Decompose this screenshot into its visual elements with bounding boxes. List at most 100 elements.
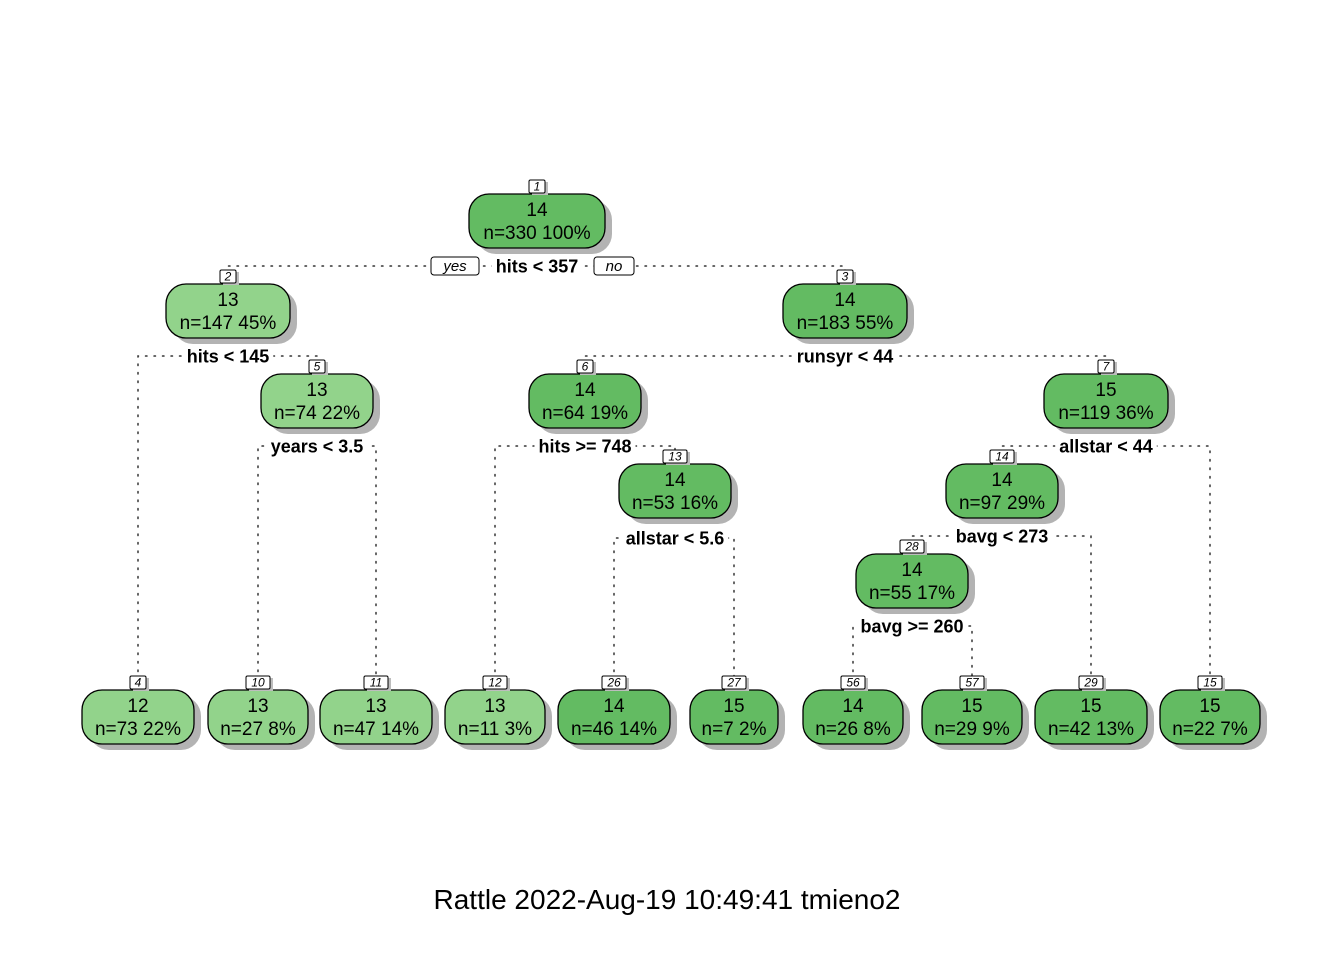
split-label-bg <box>792 346 898 367</box>
node-id-label: 1 <box>534 180 541 194</box>
node-stats: n=53 16% <box>632 493 718 514</box>
edge-13 <box>613 537 735 681</box>
node-stats: n=97 29% <box>959 493 1045 514</box>
node-id-label: 56 <box>846 676 860 690</box>
split-label: hits >= 748 <box>538 437 631 457</box>
node-stats: n=42 13% <box>1048 719 1134 740</box>
split-label: allstar < 44 <box>1059 437 1153 457</box>
branch-label-no: no <box>593 256 635 276</box>
node-value: 14 <box>901 560 923 581</box>
node-value: 14 <box>842 696 864 717</box>
node-56: 14n=26 8% 56 <box>802 675 910 750</box>
split-label: hits < 357 <box>496 257 579 277</box>
split-label-bg <box>621 528 729 549</box>
node-id-box <box>576 359 594 374</box>
node-stats: n=47 14% <box>333 719 419 740</box>
node-stats: n=22 7% <box>1172 719 1248 740</box>
split-1: hits < 357 <box>491 256 583 277</box>
node-id-box <box>245 675 271 690</box>
branch-label-text: no <box>606 258 623 275</box>
split-label-bg <box>1055 436 1157 457</box>
node-7: 15n=119 36% 7 <box>1043 359 1175 434</box>
node-29: 15n=42 13% 29 <box>1034 675 1154 750</box>
node-stats: n=73 22% <box>95 719 181 740</box>
node-id-label: 26 <box>606 676 621 690</box>
node-value: 14 <box>603 696 625 717</box>
node-id-box <box>836 269 854 284</box>
node-value: 14 <box>574 380 596 401</box>
node-27: 15n=7 2% 27 <box>689 675 785 750</box>
branch-label-yes: yes <box>430 256 480 276</box>
branch-label-text: yes <box>442 258 467 275</box>
node-stats: n=64 19% <box>542 403 628 424</box>
node-stats: n=27 8% <box>220 719 296 740</box>
split-labels: hits < 357 hits < 145 runsyr < 44 years < 3… <box>182 256 1157 637</box>
node-id-label: 27 <box>726 676 742 690</box>
split-13: allstar < 5.6 <box>621 528 729 549</box>
footer-caption: Rattle 2022-Aug-19 10:49:41 tmieno2 <box>433 884 901 915</box>
node-stats: n=183 55% <box>797 313 894 334</box>
split-label-bg <box>534 436 636 457</box>
split-label: runsyr < 44 <box>797 347 894 367</box>
node-id-box <box>363 675 389 690</box>
split-label: bavg < 273 <box>956 527 1049 547</box>
node-value: 13 <box>306 380 327 401</box>
split-label: hits < 145 <box>187 347 270 367</box>
node-id-label: 5 <box>314 360 321 374</box>
branch-label-box <box>593 256 635 276</box>
node-value: 14 <box>526 200 548 221</box>
split-label-bg <box>856 616 968 637</box>
split-2: hits < 145 <box>182 346 274 367</box>
node-id-box <box>959 675 985 690</box>
split-label-bg <box>491 256 583 277</box>
node-15: 15n=22 7%15 <box>1159 675 1267 750</box>
node-value: 15 <box>723 696 744 717</box>
node-id-box <box>1197 675 1223 690</box>
node-id-box <box>528 179 546 194</box>
node-id-label: 2 <box>224 270 232 284</box>
split-label-bg <box>266 436 368 457</box>
node-12: 13n=11 3% 12 <box>444 675 552 750</box>
node-id-box <box>129 675 147 690</box>
node-id-label: 4 <box>135 676 142 690</box>
node-14: 14n=97 29%14 <box>945 449 1065 524</box>
edge-5 <box>257 445 377 681</box>
node-stats: n=29 9% <box>934 719 1010 740</box>
node-value: 12 <box>127 696 148 717</box>
split-3: runsyr < 44 <box>792 346 898 367</box>
split-label: years < 3.5 <box>271 437 364 457</box>
node-value: 14 <box>991 470 1013 491</box>
node-id-box <box>899 539 925 554</box>
node-id-box <box>1078 675 1104 690</box>
node-id-box <box>219 269 237 284</box>
split-label: allstar < 5.6 <box>626 529 725 549</box>
split-label-bg <box>951 526 1053 547</box>
node-id-box <box>662 449 688 464</box>
node-id-box <box>308 359 326 374</box>
node-id-label: 29 <box>1083 676 1098 690</box>
node-value: 15 <box>961 696 982 717</box>
node-value: 15 <box>1199 696 1220 717</box>
node-id-box <box>601 675 627 690</box>
split-5: years < 3.5 <box>266 436 368 457</box>
node-10: 13n=27 8% 10 <box>207 675 315 750</box>
node-value: 13 <box>247 696 268 717</box>
node-value: 15 <box>1095 380 1116 401</box>
node-stats: n=11 3% <box>458 719 532 740</box>
node-id-label: 13 <box>668 450 682 464</box>
node-id-label: 15 <box>1203 676 1217 690</box>
node-1: 14n=330 100% 1 <box>468 179 612 254</box>
node-stats: n=7 2% <box>702 719 767 740</box>
node-id-label: 6 <box>582 360 589 374</box>
node-id-label: 10 <box>251 676 265 690</box>
node-6: 14n=64 19% 6 <box>528 359 648 434</box>
node-id-box <box>989 449 1015 464</box>
node-value: 13 <box>365 696 386 717</box>
split-label-bg <box>182 346 274 367</box>
node-stats: n=330 100% <box>483 223 590 244</box>
branch-label-box <box>430 256 480 276</box>
node-stats: n=147 45% <box>180 313 277 334</box>
node-id-box <box>840 675 866 690</box>
node-57: 15n=29 9% 57 <box>921 675 1029 750</box>
